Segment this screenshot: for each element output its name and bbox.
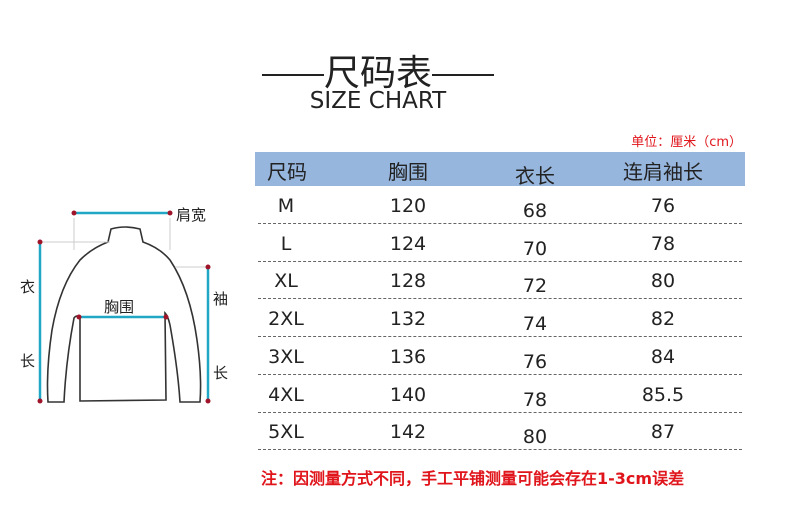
- page-subtitle: SIZE CHART: [309, 88, 447, 114]
- shoulder-label: 肩宽: [176, 206, 207, 224]
- cell-sleeve: 85.5: [641, 383, 685, 406]
- header-chest: 胸围: [388, 160, 428, 184]
- row-divider: [258, 223, 742, 224]
- cell-length: 76: [522, 350, 548, 373]
- cell-size: 4XL: [268, 383, 304, 406]
- cell-chest: 128: [389, 270, 427, 293]
- row-divider: [258, 373, 742, 375]
- cell-chest: 124: [389, 232, 427, 255]
- cell-sleeve: 82: [650, 308, 676, 331]
- header-length: 衣长: [515, 164, 555, 188]
- jacket-diagram: [37, 210, 211, 404]
- row-divider: [258, 260, 742, 262]
- cell-length: 80: [522, 426, 548, 449]
- cell-sleeve: 76: [650, 195, 676, 217]
- measure-lines: [38, 211, 210, 401]
- unit-label: 单位：厘米（cm）: [631, 135, 742, 150]
- table-header: [255, 152, 745, 186]
- cell-chest: 132: [389, 308, 427, 331]
- cell-sleeve: 78: [650, 232, 676, 255]
- header-size: 尺码: [267, 160, 307, 184]
- row-divider: [258, 336, 742, 338]
- cell-sleeve: 80: [650, 270, 676, 293]
- cell-size: 2XL: [268, 308, 304, 331]
- length-label-bottom: 长: [20, 352, 36, 370]
- cell-size: XL: [274, 270, 298, 293]
- title-rule-left: [261, 74, 324, 76]
- endpoint-dots: [37, 210, 211, 404]
- row-divider: [258, 449, 742, 451]
- row-divider: [258, 298, 742, 300]
- cell-length: 74: [522, 313, 548, 336]
- title-rule-right: [432, 74, 494, 76]
- chest-label: 胸围: [104, 298, 135, 316]
- cell-sleeve: 87: [650, 421, 676, 444]
- cell-size: M: [277, 195, 295, 217]
- cell-chest: 120: [389, 195, 427, 217]
- cell-sleeve: 84: [650, 345, 676, 368]
- title-text: 尺码表: [323, 53, 432, 94]
- measure-guides: [42, 218, 208, 268]
- cell-chest: 140: [389, 383, 427, 406]
- cell-size: 3XL: [268, 345, 304, 368]
- sleeve-label-top: 袖: [213, 290, 229, 308]
- page-title: 尺码表: [258, 44, 498, 96]
- measurement-note: 注：因测量方式不同，手工平铺测量可能会存在1-3cm误差: [261, 469, 685, 488]
- cell-chest: 136: [389, 345, 427, 368]
- length-label-top: 衣: [20, 278, 36, 296]
- sleeve-label-bottom: 长: [213, 364, 229, 382]
- cell-size: 5XL: [268, 421, 304, 444]
- cell-length: 78: [522, 388, 548, 411]
- cell-length: 68: [522, 200, 548, 222]
- cell-length: 72: [522, 275, 548, 298]
- cell-length: 70: [522, 237, 548, 260]
- cell-chest: 142: [389, 421, 427, 444]
- row-divider: [258, 411, 742, 413]
- header-sleeve: 连肩袖长: [623, 160, 703, 184]
- cell-size: L: [280, 232, 292, 255]
